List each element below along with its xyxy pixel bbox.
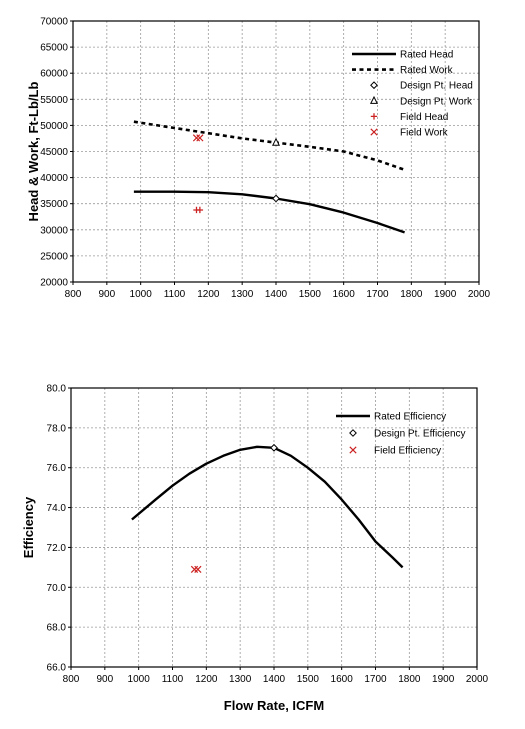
field-efficiency-point	[190, 565, 199, 573]
x-tick-label: 1600	[333, 289, 356, 300]
x-tick-label: 1200	[195, 674, 218, 685]
legend: Rated Efficiency Design Pt. Efficiency Fie…	[336, 412, 466, 457]
y-tick-label: 25000	[40, 251, 68, 262]
y-tick-label: 68.0	[47, 623, 67, 634]
x-tick-label: 1500	[299, 289, 322, 300]
design-pt-head-point	[272, 194, 280, 203]
x-tick-label: 1300	[229, 674, 252, 685]
field-efficiency-point	[194, 565, 202, 573]
x-tick-label: 1000	[130, 289, 153, 300]
x-tick-label: 1200	[197, 289, 220, 300]
legend-label-rated-efficiency: Rated Efficiency	[374, 412, 446, 423]
x-tick-label: 1600	[331, 674, 354, 685]
y-tick-label: 40000	[40, 173, 68, 184]
legend-label-design-pt-efficiency: Design Pt. Efficiency	[374, 429, 466, 440]
legend-label-field-work: Field Work	[400, 128, 449, 139]
legend-label-rated-head: Rated Head	[400, 50, 453, 61]
y-tick-label: 30000	[40, 225, 68, 236]
legend-swatch-field-work	[370, 128, 378, 136]
legend-label-field-efficiency: Field Efficiency	[374, 446, 441, 457]
y-tick-label: 55000	[40, 95, 68, 106]
legend-label-field-head: Field Head	[400, 112, 448, 123]
y-tick-label: 35000	[40, 199, 68, 210]
grid-lines	[73, 21, 479, 282]
x-tick-label: 1700	[364, 674, 387, 685]
y-tick-label: 76.0	[47, 463, 67, 474]
x-tick-label: 1400	[263, 674, 286, 685]
legend-swatch-design-pt-head	[370, 81, 378, 90]
efficiency-chart: 800 900 1000 1100 1200 1300 1400 1500 1600 1700 18…	[21, 384, 489, 714]
legend: Rated Head Rated Work Design Pt. Head Desig…	[352, 50, 473, 139]
y-tick-label: 65000	[40, 43, 68, 54]
field-work-point	[196, 134, 204, 142]
legend-label-design-pt-head: Design Pt. Head	[400, 81, 473, 92]
head-work-chart: 800 900 1000 1100 1200 1300 1400 1500 1600 1700 18…	[26, 17, 491, 301]
legend-label-rated-work: Rated Work	[400, 65, 454, 76]
x-tick-label: 1000	[128, 674, 151, 685]
x-tick-label: 900	[96, 674, 113, 685]
x-tick-label: 800	[65, 289, 82, 300]
y-tick-label: 80.0	[47, 384, 67, 395]
grid-lines	[71, 388, 477, 667]
y-tick-label: 70.0	[47, 583, 67, 594]
x-tick-label: 1100	[162, 674, 184, 685]
x-tick-label: 1300	[231, 289, 254, 300]
x-tick-label: 1700	[366, 289, 389, 300]
y-axis-label: Efficiency	[21, 496, 36, 558]
design-pt-efficiency-point	[270, 443, 278, 452]
x-tick-label: 900	[98, 289, 115, 300]
x-tick-label: 1900	[432, 674, 455, 685]
y-tick-label: 74.0	[47, 503, 67, 514]
y-tick-label: 20000	[40, 278, 68, 289]
x-tick-label: 1100	[164, 289, 186, 300]
y-tick-label: 45000	[40, 147, 68, 158]
x-axis-label: Flow Rate, ICFM	[224, 698, 324, 713]
legend-swatch-field-efficiency	[349, 446, 357, 454]
field-work-point	[192, 134, 201, 142]
legend-swatch-field-head	[370, 113, 378, 120]
x-tick-label: 2000	[466, 674, 489, 685]
y-tick-label: 66.0	[47, 663, 67, 674]
y-tick-label: 50000	[40, 121, 68, 132]
design-pt-work-point	[271, 137, 281, 146]
x-tick-label: 2000	[468, 289, 491, 300]
x-tick-label: 1800	[400, 289, 423, 300]
field-head-point	[196, 206, 204, 214]
x-tick-label: 1900	[434, 289, 457, 300]
x-tick-label: 1400	[265, 289, 288, 300]
x-tick-label: 1800	[398, 674, 421, 685]
y-tick-label: 78.0	[47, 423, 67, 434]
y-tick-label: 72.0	[47, 543, 67, 554]
y-tick-label: 60000	[40, 69, 68, 80]
legend-swatch-design-pt-efficiency	[349, 429, 357, 437]
y-axis-label: Head & Work, Ft-Lb/Lb	[26, 82, 41, 222]
legend-label-design-pt-work: Design Pt. Work	[400, 96, 473, 107]
legend-swatch-design-pt-work	[369, 95, 379, 104]
y-tick-label: 70000	[40, 17, 68, 28]
x-tick-label: 800	[63, 674, 80, 685]
x-tick-label: 1500	[297, 674, 320, 685]
